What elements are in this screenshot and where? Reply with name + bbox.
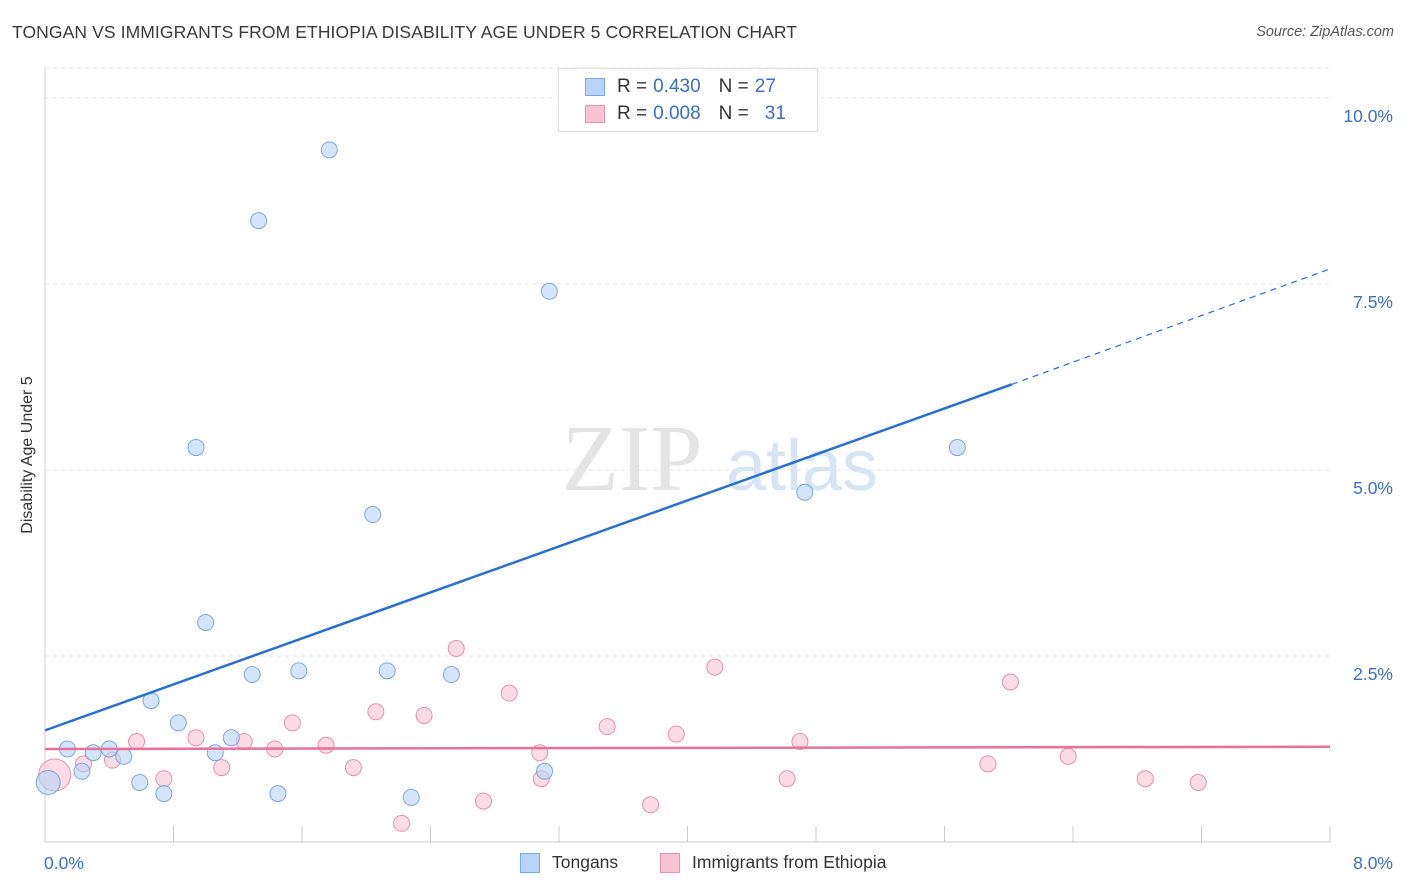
ethiopia-point: [213, 759, 231, 777]
n-value: 31: [764, 103, 786, 124]
tongan-point: [320, 141, 338, 159]
tongan-point: [378, 662, 396, 680]
series-tongans: [35, 141, 966, 806]
ethiopia-swatch: [585, 105, 605, 123]
x-tick-label: 0.0%: [44, 853, 84, 873]
tongan-point: [250, 212, 268, 230]
ethiopia-trend-line: [44, 745, 1331, 751]
n-label: N =: [718, 103, 749, 124]
ethiopia-point: [500, 684, 518, 702]
tongan-point: [796, 483, 814, 501]
legend-item-ethiopia[interactable]: Immigrants from Ethiopia: [660, 852, 887, 873]
y-tick-label: 5.0%: [1353, 478, 1393, 498]
stats-row-ethiopia: R = 0.008 N = 31: [585, 102, 786, 126]
r-value: 0.430: [653, 76, 701, 97]
stats-legend: R = 0.430 N = 27 R = 0.008 N = 31: [558, 68, 818, 132]
tongan-point: [115, 747, 133, 765]
n-value: 27: [754, 76, 776, 97]
tongan-point: [540, 282, 558, 300]
ethiopia-point: [393, 814, 411, 832]
legend-label-tongans: Tongans: [552, 852, 619, 872]
tongan-point: [155, 785, 173, 803]
legend-item-tongans[interactable]: Tongans: [520, 852, 618, 873]
ethiopia-point: [475, 792, 493, 810]
legend-label-ethiopia: Immigrants from Ethiopia: [692, 852, 887, 872]
tongan-point: [243, 666, 261, 684]
ethiopia-point: [155, 770, 173, 788]
y-tick-label: 10.0%: [1343, 106, 1393, 126]
watermark: ZIP atlas: [562, 407, 879, 511]
tongan-trend-line: [44, 383, 1013, 732]
trend-lines: [44, 268, 1331, 751]
ethiopia-point: [1189, 773, 1207, 791]
tongan-point: [73, 762, 91, 780]
tongan-point: [131, 773, 149, 791]
y-tick-label: 2.5%: [1353, 664, 1393, 684]
ethiopia-point: [128, 733, 146, 751]
x-tick-label: 8.0%: [1353, 853, 1393, 873]
tongan-point: [402, 788, 420, 806]
tongan-point: [35, 769, 61, 795]
tongan-trend-extension: [1011, 268, 1331, 385]
ethiopia-point: [187, 729, 205, 747]
ethiopia-legend-swatch: [660, 852, 680, 873]
n-label: N =: [718, 76, 749, 97]
tongan-point: [206, 744, 224, 762]
y-tick-label: 7.5%: [1353, 292, 1393, 312]
ethiopia-point: [1136, 770, 1154, 788]
tongan-point: [84, 744, 102, 762]
tongan-point: [364, 506, 382, 524]
ethiopia-point: [447, 640, 465, 657]
ethiopia-point: [344, 759, 362, 777]
ethiopia-point: [367, 703, 385, 721]
ethiopia-point: [598, 718, 616, 736]
chart-title: TONGAN VS IMMIGRANTS FROM ETHIOPIA DISAB…: [12, 22, 798, 42]
stats-row-tongans: R = 0.430 N = 27: [585, 75, 776, 99]
ethiopia-point: [791, 733, 809, 751]
ethiopia-point: [778, 770, 796, 788]
tongan-point: [290, 662, 308, 680]
ethiopia-point: [1059, 747, 1077, 765]
tongan-point: [442, 666, 460, 684]
r-label: R =: [617, 103, 648, 124]
tongans-legend-swatch: [520, 852, 540, 873]
tick-labels: 2.5% 5.0% 7.5% 10.0% 0.0% 8.0%: [44, 106, 1393, 873]
ethiopia-point: [667, 725, 685, 743]
ethiopia-point: [979, 755, 997, 773]
ethiopia-point: [283, 714, 301, 732]
r-value: 0.008: [653, 103, 701, 124]
ethiopia-point: [1001, 673, 1019, 691]
tongans-swatch: [585, 78, 605, 96]
ethiopia-point: [642, 796, 660, 814]
tongan-point: [948, 439, 966, 457]
tongan-point: [197, 613, 215, 631]
tongan-point: [169, 714, 187, 732]
source-label: Source: ZipAtlas.com: [1256, 24, 1394, 40]
axes: [44, 68, 1331, 843]
ethiopia-point: [706, 658, 724, 676]
r-label: R =: [617, 76, 648, 97]
ethiopia-point: [415, 706, 433, 724]
grid-lines: [45, 67, 1330, 657]
tongan-point: [222, 729, 240, 747]
series-legend: Tongans Immigrants from Ethiopia: [0, 852, 1406, 878]
tongan-point: [269, 785, 287, 803]
watermark-zip: ZIP: [562, 407, 703, 511]
tongan-point: [536, 762, 554, 780]
ethiopia-point: [317, 736, 335, 754]
tongan-point: [187, 439, 205, 457]
